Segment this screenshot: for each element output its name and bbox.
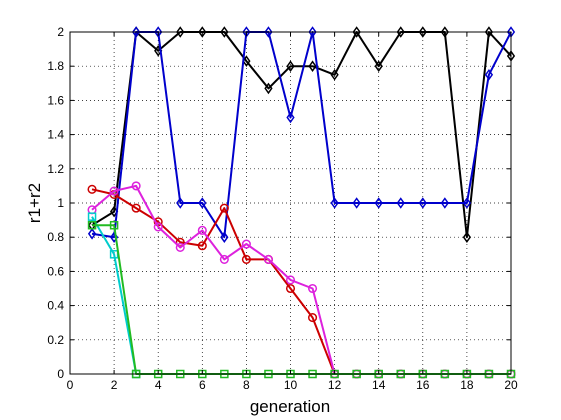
x-tick-label: 8 — [243, 378, 250, 392]
data-point — [241, 239, 251, 249]
x-tick-label: 14 — [372, 378, 386, 392]
data-point — [176, 26, 185, 38]
data-point — [352, 197, 361, 209]
data-point — [484, 68, 494, 81]
y-tick-label: 1 — [57, 196, 64, 210]
series-layer — [87, 26, 516, 379]
x-tick-label: 10 — [284, 378, 298, 392]
x-tick-label: 4 — [155, 378, 162, 392]
y-tick-label: 0.8 — [47, 230, 64, 244]
data-point — [263, 254, 274, 264]
data-point — [286, 111, 295, 124]
data-point — [87, 227, 97, 240]
x-tick-label: 18 — [460, 378, 474, 392]
data-point — [264, 82, 273, 95]
data-point — [219, 254, 229, 264]
data-point — [330, 68, 339, 81]
data-point — [131, 203, 141, 213]
data-point — [462, 231, 472, 243]
data-point — [308, 60, 317, 72]
data-point — [396, 197, 405, 209]
x-tick-label: 16 — [416, 378, 430, 392]
x-tick-label: 0 — [67, 378, 74, 392]
data-point — [153, 222, 163, 232]
data-point — [374, 197, 383, 209]
data-point — [418, 197, 427, 209]
x-tick-label: 2 — [111, 378, 118, 392]
x-axis-label: generation — [250, 397, 330, 416]
data-point — [219, 203, 229, 213]
data-point — [484, 26, 494, 38]
x-tick-label: 12 — [328, 378, 342, 392]
y-tick-label: 0.2 — [47, 333, 64, 347]
data-point — [330, 197, 339, 209]
y-tick-label: 0 — [57, 367, 64, 381]
series-line — [91, 188, 511, 375]
data-point — [440, 197, 449, 209]
data-point — [352, 26, 361, 38]
data-point — [197, 241, 207, 251]
data-point — [308, 283, 318, 294]
series-line — [91, 184, 511, 375]
y-tick-label: 1.2 — [47, 162, 64, 176]
data-point — [241, 254, 251, 264]
data-point — [374, 60, 383, 72]
data-point — [154, 26, 163, 38]
data-point — [308, 26, 317, 38]
data-point — [285, 275, 296, 285]
data-point — [286, 60, 295, 72]
data-point — [87, 220, 97, 230]
data-point — [132, 26, 141, 38]
x-tick-label: 20 — [504, 378, 518, 392]
data-point — [197, 225, 207, 235]
series-4 — [87, 181, 516, 379]
data-point — [285, 283, 296, 294]
data-point — [220, 26, 229, 38]
y-axis: 0 0.2 0.4 0.6 0.8 1 1.2 1.4 1.6 1.8 2 — [47, 25, 511, 381]
data-point — [109, 186, 119, 196]
x-axis: 0 2 4 6 8 10 12 14 16 18 20 — [67, 32, 518, 392]
data-point — [176, 197, 185, 209]
data-point — [418, 26, 427, 38]
data-point — [198, 26, 207, 38]
data-point — [242, 26, 251, 38]
series-line — [91, 216, 138, 375]
y-tick-label: 0.4 — [47, 299, 64, 313]
x-tick-label: 6 — [199, 378, 206, 392]
series-6 — [87, 220, 516, 379]
data-point — [131, 181, 141, 191]
data-point — [175, 242, 185, 253]
data-point — [220, 231, 229, 243]
data-point — [462, 197, 472, 209]
data-point — [198, 197, 207, 209]
series-line — [92, 224, 511, 375]
data-point — [264, 26, 273, 38]
data-point — [308, 313, 318, 323]
y-tick-label: 1.6 — [47, 93, 64, 107]
data-point — [396, 26, 405, 38]
y-tick-label: 0.6 — [47, 264, 64, 278]
data-point — [440, 26, 449, 38]
y-tick-label: 1.8 — [47, 59, 64, 73]
data-point — [87, 184, 97, 194]
data-point — [109, 220, 119, 230]
y-tick-label: 1.4 — [47, 128, 64, 142]
data-point — [87, 212, 97, 221]
y-tick-label: 2 — [57, 25, 64, 39]
y-axis-label: r1+r2 — [25, 183, 44, 223]
